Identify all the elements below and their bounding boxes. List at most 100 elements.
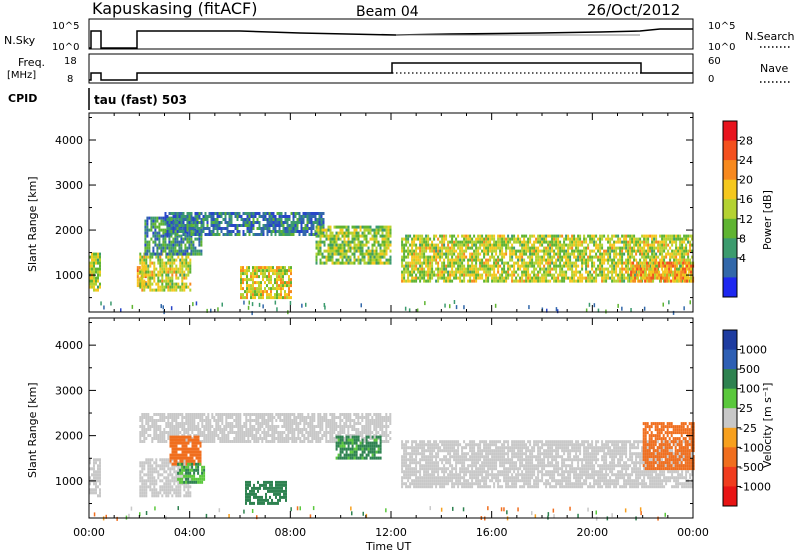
data-cell bbox=[281, 224, 283, 227]
data-cell bbox=[649, 259, 651, 262]
data-cell bbox=[631, 253, 633, 256]
data-cell bbox=[365, 419, 367, 422]
data-cell bbox=[621, 250, 623, 253]
data-cell bbox=[279, 221, 281, 224]
data-cell bbox=[252, 281, 254, 284]
data-cell bbox=[147, 277, 149, 280]
data-cell bbox=[95, 283, 97, 286]
data-cell bbox=[173, 212, 175, 215]
data-cell bbox=[244, 269, 246, 272]
data-cell bbox=[243, 230, 245, 233]
data-cell bbox=[279, 419, 281, 422]
data-cell bbox=[146, 241, 148, 244]
data-cell bbox=[625, 241, 627, 244]
data-cell bbox=[274, 296, 276, 299]
data-cell bbox=[441, 238, 443, 241]
data-cell bbox=[144, 235, 146, 238]
data-cell bbox=[539, 250, 541, 253]
data-cell bbox=[155, 256, 157, 259]
data-cell bbox=[499, 277, 501, 280]
data-cell bbox=[265, 218, 267, 221]
data-cell bbox=[599, 265, 601, 268]
data-cell bbox=[493, 262, 495, 265]
data-cell bbox=[191, 233, 193, 236]
data-cell bbox=[155, 434, 157, 437]
data-cell bbox=[379, 428, 381, 431]
data-cell bbox=[527, 271, 529, 274]
data-cell bbox=[253, 224, 255, 227]
data-cell bbox=[158, 223, 160, 226]
data-cell bbox=[461, 268, 463, 271]
data-cell bbox=[443, 280, 445, 283]
data-cell bbox=[374, 259, 376, 262]
data-cell bbox=[387, 419, 389, 422]
data-cell bbox=[239, 224, 241, 227]
data-cell bbox=[674, 271, 676, 274]
data-cell bbox=[443, 268, 445, 271]
data-cell bbox=[325, 416, 327, 419]
data-cell bbox=[203, 434, 205, 437]
data-cell bbox=[93, 262, 95, 265]
data-cell bbox=[282, 266, 284, 269]
noise-cell bbox=[100, 301, 102, 305]
data-cell bbox=[165, 233, 167, 236]
data-cell bbox=[635, 259, 637, 262]
data-cell bbox=[141, 274, 143, 277]
data-cell bbox=[305, 437, 307, 440]
data-cell bbox=[289, 233, 291, 236]
data-cell bbox=[463, 235, 465, 238]
data-cell bbox=[139, 286, 141, 289]
data-cell bbox=[657, 247, 659, 250]
data-cell bbox=[443, 277, 445, 280]
data-cell bbox=[615, 250, 617, 253]
data-cell bbox=[315, 437, 317, 440]
data-cell bbox=[325, 422, 327, 425]
data-cell bbox=[267, 422, 269, 425]
data-cell bbox=[352, 241, 354, 244]
data-cell bbox=[629, 262, 631, 265]
data-cell bbox=[529, 241, 531, 244]
data-cell bbox=[686, 268, 688, 271]
data-cell bbox=[629, 241, 631, 244]
data-cell bbox=[545, 247, 547, 250]
data-cell bbox=[269, 425, 271, 428]
data-cell bbox=[487, 265, 489, 268]
data-cell bbox=[579, 241, 581, 244]
data-cell bbox=[313, 221, 315, 224]
data-region bbox=[240, 266, 292, 299]
data-cell bbox=[201, 434, 203, 437]
data-cell bbox=[215, 428, 217, 431]
data-cell bbox=[233, 413, 235, 416]
data-cell bbox=[284, 269, 286, 272]
data-cell bbox=[431, 244, 433, 247]
data-cell bbox=[671, 238, 673, 241]
data-cell bbox=[511, 238, 513, 241]
data-cell bbox=[419, 271, 421, 274]
data-cell bbox=[681, 238, 683, 241]
data-cell bbox=[386, 241, 388, 244]
data-cell bbox=[167, 431, 169, 434]
data-cell bbox=[631, 256, 633, 259]
data-cell bbox=[405, 256, 407, 259]
data-cell bbox=[95, 482, 97, 485]
data-cell bbox=[240, 269, 242, 272]
data-cell bbox=[376, 256, 378, 259]
data-cell bbox=[172, 253, 174, 256]
data-cell bbox=[447, 277, 449, 280]
data-cell bbox=[583, 250, 585, 253]
data-cell bbox=[653, 235, 655, 238]
data-cell bbox=[573, 265, 575, 268]
data-cell bbox=[413, 241, 415, 244]
data-cell bbox=[162, 223, 164, 226]
data-cell bbox=[349, 413, 351, 416]
data-cell bbox=[225, 440, 227, 443]
data-cell bbox=[221, 221, 223, 224]
data-cell bbox=[682, 265, 684, 268]
data-cell bbox=[642, 274, 644, 277]
data-cell bbox=[682, 268, 684, 271]
data-cell bbox=[276, 287, 278, 290]
data-cell bbox=[245, 233, 247, 236]
data-cell bbox=[167, 437, 169, 440]
data-cell bbox=[619, 262, 621, 265]
data-cell bbox=[227, 434, 229, 437]
